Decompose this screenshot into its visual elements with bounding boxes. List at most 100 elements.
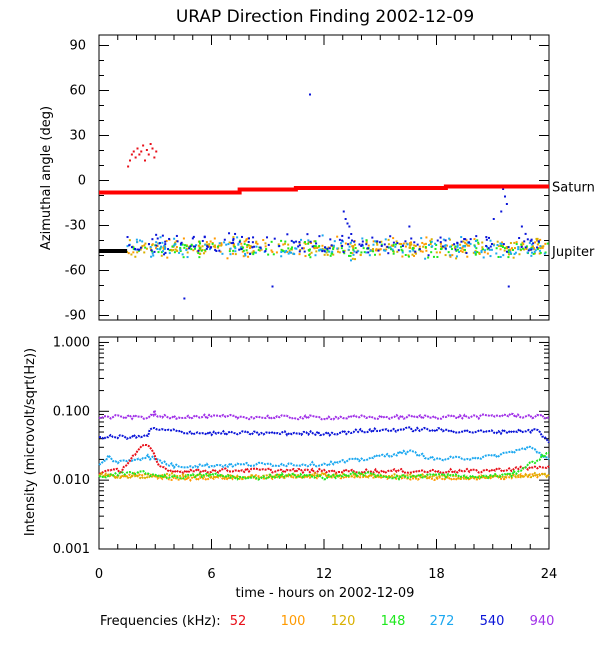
scatter-point <box>421 250 424 253</box>
scatter-point <box>486 252 489 255</box>
scatter-point <box>451 244 454 247</box>
scatter-point <box>157 251 160 254</box>
scatter-point <box>391 248 394 251</box>
scatter-point <box>171 245 174 248</box>
scatter-point <box>151 252 154 255</box>
scatter-point <box>544 242 547 245</box>
scatter-point <box>543 252 546 255</box>
scatter-point <box>519 248 522 251</box>
scatter-point <box>247 255 250 258</box>
scatter-point <box>350 239 353 242</box>
scatter-point <box>503 249 506 252</box>
legend-entry-272: 272 <box>430 614 455 629</box>
scatter-point <box>272 253 275 256</box>
scatter-point <box>293 253 296 256</box>
scatter-point <box>450 245 453 248</box>
scatter-point <box>347 243 350 246</box>
scatter-point <box>513 247 516 250</box>
scatter-point <box>490 242 493 245</box>
scatter-point <box>520 225 523 228</box>
scatter-point <box>129 159 131 162</box>
scatter-point <box>530 254 533 257</box>
scatter-point <box>199 242 202 245</box>
scatter-point <box>481 246 484 249</box>
scatter-point <box>189 245 192 248</box>
scatter-point <box>507 256 510 259</box>
scatter-point <box>135 238 138 241</box>
scatter-point <box>144 246 147 249</box>
scatter-point <box>218 249 221 252</box>
scatter-point <box>436 255 439 258</box>
scatter-point <box>474 250 477 253</box>
scatter-point <box>290 247 293 250</box>
scatter-point <box>409 250 412 253</box>
scatter-point <box>423 243 426 246</box>
scatter-point <box>304 243 307 246</box>
scatter-point <box>349 254 352 257</box>
scatter-point <box>174 248 177 251</box>
scatter-point <box>496 240 499 243</box>
scatter-point <box>173 237 176 240</box>
scatter-point <box>176 250 179 253</box>
scatter-point <box>530 238 533 241</box>
scatter-point <box>150 249 153 252</box>
scatter-point <box>353 240 356 243</box>
scatter-point <box>264 245 267 248</box>
scatter-point <box>507 285 510 288</box>
scatter-point <box>349 259 352 262</box>
scatter-point <box>536 248 539 251</box>
scatter-point <box>127 165 130 168</box>
scatter-point <box>404 253 407 256</box>
scatter-point <box>390 244 393 247</box>
scatter-point <box>245 238 248 241</box>
scatter-point <box>456 245 459 248</box>
scatter-point <box>530 248 533 251</box>
scatter-point <box>414 245 417 248</box>
scatter-point <box>395 240 398 243</box>
scatter-point <box>522 243 525 246</box>
scatter-point <box>262 239 265 242</box>
y-tick-label: 30 <box>69 129 86 144</box>
scatter-point <box>256 242 259 245</box>
scatter-point <box>285 249 288 252</box>
scatter-point <box>259 246 262 249</box>
scatter-point <box>178 251 181 254</box>
scatter-point <box>128 244 131 247</box>
scatter-point <box>410 243 413 246</box>
scatter-point <box>336 235 339 238</box>
scatter-point <box>152 254 155 257</box>
scatter-point <box>197 244 200 247</box>
scatter-point <box>469 238 472 241</box>
scatter-point <box>239 246 242 249</box>
scatter-point <box>144 159 146 162</box>
scatter-point <box>155 150 158 153</box>
scatter-point <box>466 244 469 247</box>
scatter-point <box>138 153 141 156</box>
scatter-point <box>143 244 146 247</box>
scatter-point <box>275 251 278 254</box>
scatter-point <box>378 253 381 256</box>
scatter-point <box>229 253 232 256</box>
x-tick-label: 18 <box>428 567 445 582</box>
scatter-point <box>466 255 469 258</box>
scatter-point <box>194 245 197 248</box>
scatter-point <box>482 248 485 251</box>
scatter-point <box>492 218 495 220</box>
azimuth-y-label: Azimuthal angle (deg) <box>39 106 54 250</box>
scatter-point <box>461 250 464 253</box>
scatter-point <box>386 245 389 248</box>
scatter-point <box>376 240 379 243</box>
scatter-point <box>197 249 200 252</box>
scatter-point <box>205 241 208 244</box>
scatter-point <box>435 251 438 254</box>
scatter-point <box>213 237 216 240</box>
scatter-point <box>465 243 468 246</box>
scatter-point <box>477 242 480 245</box>
scatter-point <box>179 246 182 249</box>
scatter-point <box>384 238 387 241</box>
scatter-point <box>475 247 478 250</box>
scatter-point <box>481 241 484 244</box>
scatter-point <box>430 238 433 241</box>
scatter-point <box>450 248 453 251</box>
scatter-point <box>234 232 237 235</box>
